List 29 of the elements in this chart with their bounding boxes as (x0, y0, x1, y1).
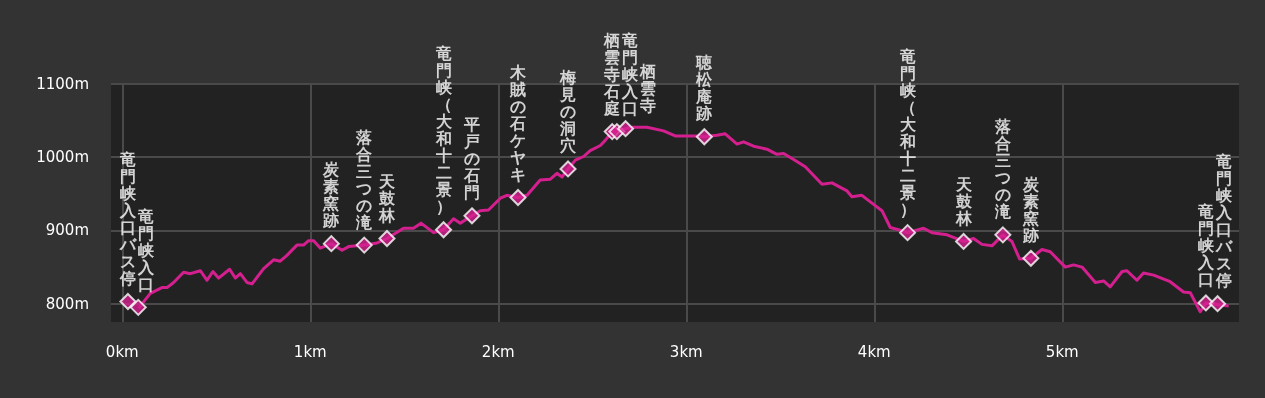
data-label: 竜門峡入口 (1196, 202, 1215, 290)
x-tick-label: 3km (669, 342, 703, 361)
x-tick-label: 4km (857, 342, 891, 361)
data-label: 梅見の洞穴 (559, 68, 578, 156)
y-tick-label: 800m (45, 294, 89, 313)
data-label: 竜門峡入口バス停 (118, 150, 137, 288)
x-tick-label: 5km (1045, 342, 1079, 361)
data-label: 聴松庵跡 (695, 53, 714, 124)
data-label: 平戸の石門 (462, 115, 480, 203)
data-label: 炭素窯跡 (1021, 174, 1040, 245)
x-tick-label: 2km (481, 342, 515, 361)
data-label: 天鼓林 (954, 174, 973, 228)
data-label: 竜門峡入口バス停 (1214, 152, 1233, 291)
x-tick-label: 1km (293, 342, 327, 361)
text: 竜門峡（大和十二景） (899, 47, 916, 220)
text: 竜門峡（大和十二景） (435, 44, 452, 217)
data-label: 炭素窯跡 (322, 160, 341, 231)
y-tick-label: 900m (45, 221, 89, 240)
data-label: 天鼓林 (377, 172, 396, 226)
data-label: 栖雲寺石庭 (603, 31, 621, 119)
y-tick-label: 1000m (36, 148, 89, 167)
x-tick-label: 0km (105, 342, 139, 361)
data-label: 木賊の石ケヤキ (509, 63, 528, 185)
y-tick-label: 1100m (36, 75, 89, 93)
data-label: 落合三つの滝 (355, 127, 374, 232)
data-label: 落合三つの滝 (993, 117, 1012, 222)
data-label: 竜門峡入口 (621, 31, 640, 119)
data-label: 竜門峡入口 (136, 206, 155, 294)
data-label: 栖雲寺 (639, 62, 657, 116)
